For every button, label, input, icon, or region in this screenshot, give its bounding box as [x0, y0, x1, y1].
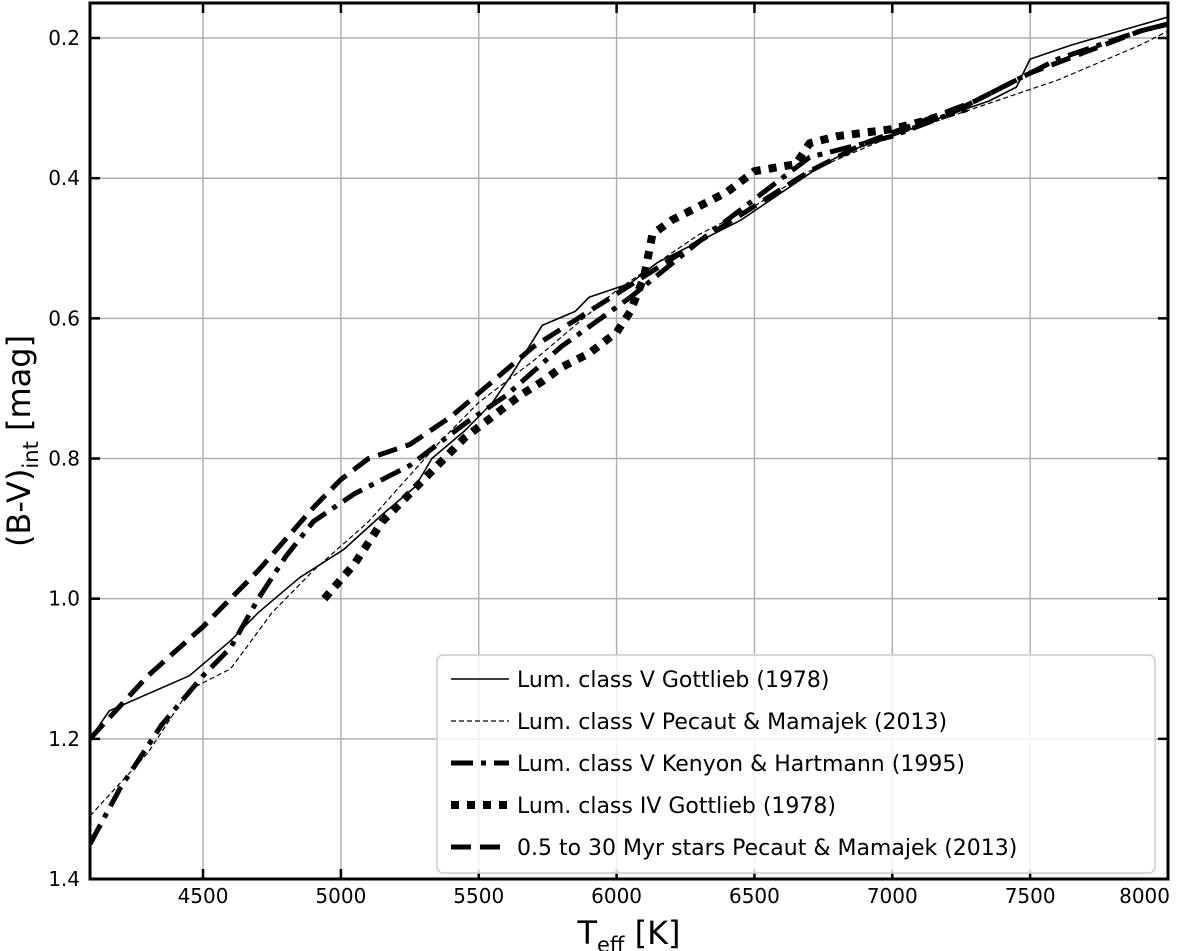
series-layer	[90, 16, 1168, 846]
x-tick-label: 5500	[453, 884, 504, 908]
x-axis-label-sub: eff	[597, 933, 625, 951]
x-tick-label: 4500	[178, 884, 229, 908]
y-tick-label: 1.2	[48, 727, 80, 751]
legend-label: Lum. class IV Gottlieb (1978)	[517, 794, 836, 819]
x-tick-label: 6500	[729, 884, 780, 908]
y-tick-label: 0.4	[48, 166, 80, 190]
y-tick-label: 0.8	[48, 447, 80, 471]
x-axis-label-rest: [K]	[624, 914, 680, 951]
legend-label: 0.5 to 30 Myr stars Pecaut & Mamajek (20…	[517, 836, 1017, 861]
tick-labels: 4500 5000 5500 6000 6500 7000 7500 8000 0.2 0.4 0.…	[48, 26, 1170, 908]
axis-labels: Teff [K] (B-V)int [mag]	[0, 335, 681, 951]
x-axis-label-main: T	[576, 914, 597, 951]
x-tick-label: 6000	[591, 884, 642, 908]
y-axis-label-main: (B-V)	[0, 469, 38, 547]
series-line-1	[90, 16, 1168, 740]
series-line-4	[321, 104, 968, 602]
y-tick-label: 1.4	[48, 867, 80, 891]
series-line-2	[90, 30, 1168, 817]
x-tick-label: 5000	[315, 884, 366, 908]
y-tick-label: 1.0	[48, 587, 80, 611]
y-axis-label: (B-V)int [mag]	[0, 335, 43, 547]
plot-frame	[88, 1, 1170, 881]
y-axis-label-rest: [mag]	[0, 335, 38, 441]
y-axis-label-sub: int	[19, 441, 43, 468]
x-tick-label: 7000	[867, 884, 918, 908]
x-tick-label: 8000	[1119, 884, 1170, 908]
x-axis-label: Teff [K]	[576, 914, 680, 951]
legend-label: Lum. class V Kenyon & Hartmann (1995)	[517, 752, 965, 777]
y-tick-label: 0.2	[48, 26, 80, 50]
legend-label: Lum. class V Pecaut & Mamajek (2013)	[517, 710, 947, 735]
y-tick-label: 0.6	[48, 306, 80, 330]
legend-label: Lum. class V Gottlieb (1978)	[517, 668, 830, 693]
legend: Lum. class V Gottlieb (1978) Lum. class V…	[436, 654, 1156, 874]
x-tick-label: 7500	[1005, 884, 1056, 908]
series-line-5	[90, 21, 1168, 741]
legend-box	[436, 654, 1156, 874]
